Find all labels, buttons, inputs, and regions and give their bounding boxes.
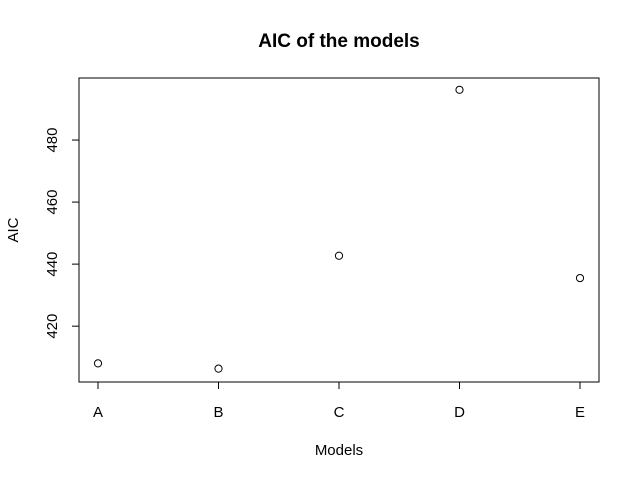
plot-frame: [78, 77, 600, 383]
y-axis: 420 440 460 480: [44, 128, 79, 339]
y-tick-label: 480: [44, 128, 61, 153]
y-tick-label: 420: [44, 314, 61, 339]
x-axis-label: Models: [315, 442, 363, 459]
x-tick-label: C: [334, 404, 345, 421]
x-tick-label: E: [575, 404, 585, 421]
y-axis-label: AIC: [5, 217, 22, 242]
data-point-C: [334, 251, 344, 260]
data-point-D: [455, 85, 464, 94]
x-tick-label: A: [93, 404, 103, 421]
y-tick-label: 460: [44, 190, 61, 215]
data-points: [93, 85, 585, 373]
x-tick-label: D: [454, 404, 465, 421]
data-point-E: [575, 273, 585, 283]
x-tick-label: B: [213, 404, 223, 421]
data-point-B: [214, 364, 223, 373]
chart-title: AIC of the models: [258, 31, 420, 52]
data-point-A: [93, 359, 103, 368]
y-tick-label: 440: [44, 252, 61, 277]
x-axis: A B C D E: [93, 382, 585, 421]
